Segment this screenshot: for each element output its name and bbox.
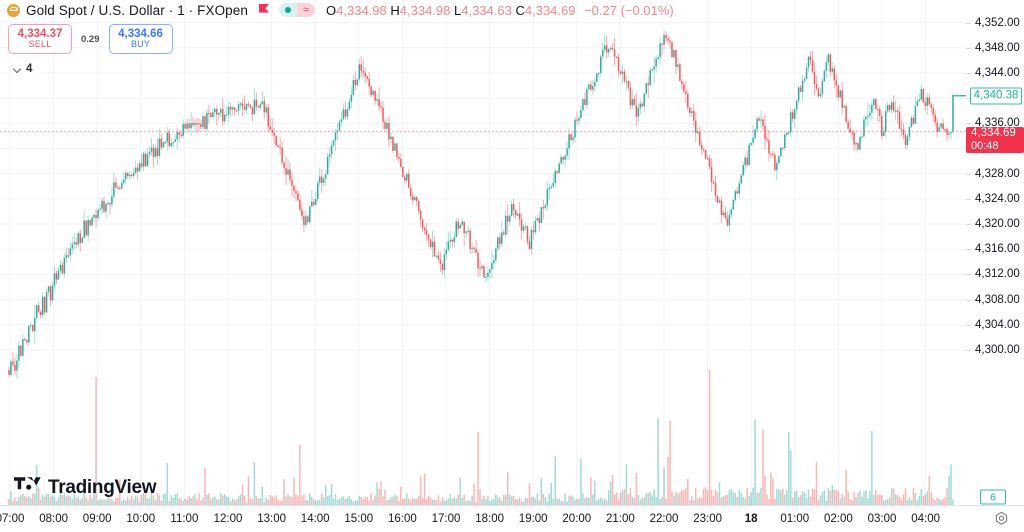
chart-legend: Gold Spot / U.S. Dollar · 1 · FXOpen ≈ O… — [0, 0, 674, 20]
price-tick-label: 4,328.00 — [975, 167, 1020, 180]
time-tick-label: 18 — [744, 513, 758, 525]
time-tick-label: 02:00 — [824, 513, 853, 525]
close-label: C — [515, 2, 525, 18]
price-tick-line — [966, 274, 971, 276]
chart-gridlines — [0, 0, 966, 505]
time-tick-label: 08:00 — [39, 513, 68, 525]
current-price-value: 4,334.69 — [971, 126, 1016, 139]
current-price-badge: 4,334.69 00:48 — [966, 126, 1024, 153]
time-scale[interactable]: 07:00 08:00 09:00 10:00 11:00 12:00 13:00 14:00… — [0, 505, 1024, 532]
price-tick-line — [966, 47, 971, 49]
time-tick-label: 13:00 — [257, 513, 286, 525]
price-tick-label: 4,336.00 — [975, 117, 1020, 130]
interval-label[interactable]: 1 — [177, 2, 185, 18]
tradingview-logo-icon — [14, 477, 41, 499]
price-tick-line — [966, 72, 971, 74]
time-tick-label: 09:00 — [82, 513, 112, 525]
quantity-value: 4 — [26, 63, 33, 75]
price-tick-line — [966, 249, 971, 251]
settings-gear-icon[interactable] — [993, 511, 1010, 528]
exchange-label: FXOpen — [197, 2, 249, 18]
buy-button[interactable]: 4,334.66 BUY — [108, 24, 173, 54]
candlestick-chart — [0, 0, 966, 505]
price-tick-line — [966, 22, 971, 24]
price-tick-label: 4,320.00 — [975, 218, 1020, 231]
price-tick-line — [966, 349, 971, 351]
volume-series — [8, 370, 954, 505]
low-label: L — [454, 2, 462, 18]
sell-label: SELL — [28, 39, 52, 50]
quantity-stepper[interactable]: 4 — [10, 60, 39, 78]
close-value: 4,334.69 — [524, 2, 576, 18]
separator-1: · — [168, 2, 174, 18]
green-dot-icon[interactable] — [279, 3, 298, 17]
time-tick-label: 22:00 — [649, 513, 679, 525]
last-price-badge: 4,340.38 — [970, 87, 1022, 105]
high-value: 4,334.98 — [399, 2, 451, 18]
candle-series — [8, 30, 954, 379]
time-tick-label: 17:00 — [431, 513, 461, 525]
time-tick-label: 07:00 — [0, 513, 25, 525]
time-tick-label: 20:00 — [562, 513, 592, 525]
time-tick-label: 04:00 — [911, 513, 940, 525]
series-style-toggle[interactable]: ≈ — [279, 3, 316, 17]
price-tick-line — [966, 224, 971, 226]
low-value: 4,334.63 — [461, 2, 512, 18]
price-tick-line — [966, 98, 971, 100]
red-flag-icon[interactable] — [259, 3, 270, 17]
price-tick-line — [966, 299, 971, 301]
bar-countdown: 00:48 — [971, 139, 999, 152]
price-tick-line — [966, 123, 971, 125]
tradingview-wordmark: TradingView — [48, 477, 157, 498]
open-value: 4,334.98 — [336, 2, 387, 18]
price-tick-label: 4,324.00 — [975, 192, 1020, 205]
price-tick-line — [966, 198, 971, 200]
ohlc-values: O4,334.98 H4,334.98 L4,334.63 C4,334.69 … — [326, 3, 674, 18]
time-tick-label: 18:00 — [475, 513, 504, 525]
separator-2: · — [188, 2, 194, 18]
price-tick-line — [966, 324, 971, 326]
price-tick-line — [966, 173, 971, 175]
time-tick-label: 14:00 — [300, 513, 330, 525]
high-label: H — [390, 2, 400, 18]
time-tick-label: 16:00 — [388, 513, 417, 525]
time-tick-label: 15:00 — [344, 513, 374, 525]
time-tick-label: 11:00 — [170, 513, 199, 525]
price-tick-label: 4,344.00 — [975, 66, 1020, 79]
price-tick-label: 4,304.00 — [975, 318, 1020, 331]
change-value: −0.27 (−0.01%) — [584, 2, 674, 18]
time-tick-label: 19:00 — [518, 513, 548, 525]
page-title[interactable]: Gold Spot / U.S. Dollar · 1 · FXOpen — [26, 3, 248, 18]
price-tick-label: 4,348.00 — [975, 41, 1020, 54]
time-tick-label: 03:00 — [867, 513, 897, 525]
tradingview-watermark: TradingView — [14, 477, 157, 499]
price-tick-label: 4,316.00 — [975, 243, 1020, 256]
spread-value: 0.29 — [81, 33, 100, 45]
price-tick-label: 4,300.00 — [975, 343, 1020, 356]
buy-price: 4,334.66 — [118, 28, 163, 41]
price-tick-label: 4,352.00 — [975, 16, 1020, 29]
buy-label: BUY — [130, 39, 151, 50]
wave-icon[interactable]: ≈ — [297, 3, 316, 17]
time-tick-label: 21:00 — [606, 513, 635, 525]
time-tick-label: 23:00 — [693, 513, 722, 525]
time-tick-label: 10:00 — [126, 513, 156, 525]
chevron-down-icon — [13, 65, 22, 74]
time-tick-label: 12:00 — [213, 513, 243, 525]
trade-panel: 4,334.37 SELL 0.29 4,334.66 BUY — [8, 24, 173, 54]
symbol-name: Gold Spot / U.S. Dollar — [26, 2, 165, 18]
time-tick-label: 01:00 — [780, 513, 810, 525]
open-label: O — [326, 2, 337, 18]
chart-pane[interactable] — [0, 0, 966, 505]
price-scale[interactable]: 4,352.004,348.004,344.004,340.004,336.00… — [966, 0, 1024, 505]
volume-badge: 6 — [980, 489, 1006, 505]
sell-price: 4,334.37 — [17, 28, 63, 41]
gold-coin-icon — [7, 3, 20, 17]
sell-button[interactable]: 4,334.37 SELL — [8, 24, 72, 54]
price-tick-label: 4,312.00 — [975, 268, 1020, 281]
price-tick-label: 4,308.00 — [975, 293, 1020, 306]
